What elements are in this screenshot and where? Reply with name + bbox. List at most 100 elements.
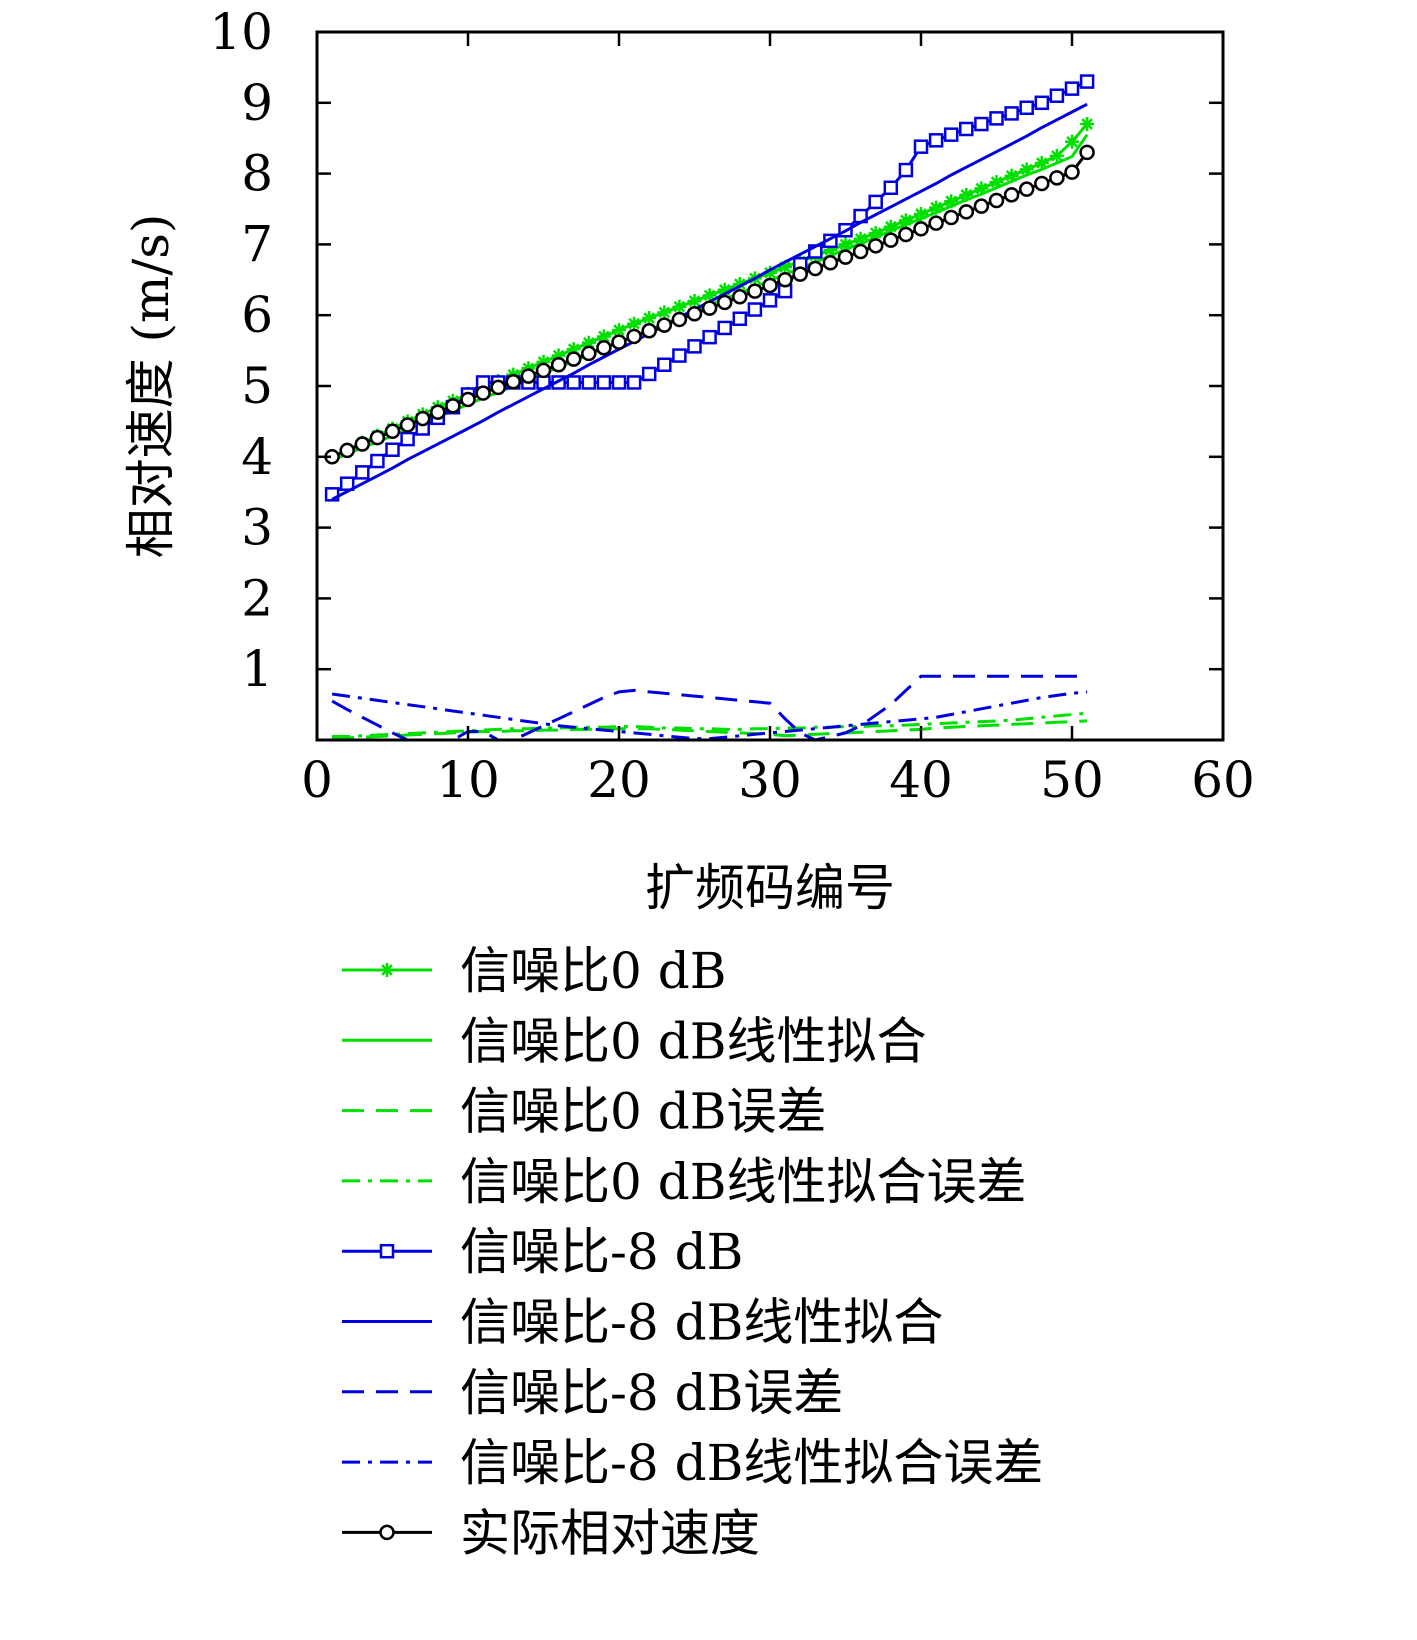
series-5-point bbox=[1034, 95, 1050, 111]
series-9-point bbox=[596, 340, 612, 356]
series-1-point bbox=[778, 260, 793, 275]
x-tick-label: 40 bbox=[889, 751, 953, 809]
series-1-point bbox=[1049, 148, 1064, 163]
series-5-point bbox=[566, 375, 581, 390]
series-3-line bbox=[332, 719, 1088, 740]
series-1-point bbox=[763, 265, 777, 280]
legend-label: 信噪比0 dB bbox=[460, 942, 726, 1000]
series-1-point bbox=[702, 288, 717, 303]
series-1-point bbox=[853, 231, 868, 246]
series-9-point bbox=[762, 277, 778, 294]
legend-entry: 信噪比-8 dB误差 bbox=[342, 1364, 843, 1422]
series-5-point bbox=[657, 357, 672, 373]
legend-marker bbox=[379, 1243, 395, 1259]
series-9-point bbox=[445, 398, 461, 414]
series-1-point bbox=[838, 237, 853, 252]
series-1-point bbox=[596, 329, 611, 344]
series-5-point bbox=[641, 366, 657, 382]
series-9-point bbox=[1018, 181, 1035, 197]
series-9-point bbox=[822, 255, 839, 271]
series-1-point bbox=[898, 213, 913, 228]
legend-label: 信噪比-8 dB误差 bbox=[460, 1364, 843, 1422]
series-5-line bbox=[331, 80, 1088, 496]
series-1-point bbox=[1080, 117, 1095, 132]
series-5-point bbox=[370, 453, 385, 469]
legend-label: 信噪比0 dB线性拟合误差 bbox=[460, 1153, 1026, 1211]
series-5-point bbox=[868, 194, 883, 210]
series-1-point bbox=[1004, 168, 1019, 183]
series-9-point bbox=[581, 345, 597, 362]
legend-entry: 信噪比-8 dB bbox=[342, 1223, 743, 1281]
series-9-point bbox=[611, 334, 627, 350]
series-9-point bbox=[671, 311, 688, 328]
x-tick-label: 60 bbox=[1191, 751, 1255, 809]
series-1-point bbox=[914, 206, 928, 221]
series-5-point bbox=[596, 375, 612, 390]
series-1-point bbox=[974, 181, 989, 196]
series-7 bbox=[331, 674, 1088, 740]
x-tick-label: 50 bbox=[1040, 751, 1104, 809]
y-tick-label: 5 bbox=[241, 357, 273, 415]
series-9-point bbox=[686, 306, 703, 322]
series-5-point bbox=[611, 375, 627, 390]
series-1-point bbox=[536, 354, 551, 369]
series-9-point bbox=[399, 417, 416, 433]
series-1-point bbox=[642, 311, 657, 326]
series-9-point bbox=[384, 423, 401, 440]
legend-entry: 信噪比0 dB线性拟合误差 bbox=[342, 1153, 1026, 1211]
series-9-point bbox=[928, 215, 944, 231]
series-7-line bbox=[331, 674, 1088, 740]
series-1-point bbox=[551, 348, 566, 363]
series-1-point bbox=[717, 282, 732, 297]
y-tick-label: 10 bbox=[209, 3, 273, 61]
series-5-point bbox=[762, 293, 778, 308]
y-tick-label: 1 bbox=[241, 640, 273, 698]
series-1-point bbox=[883, 219, 898, 234]
y-tick-label: 9 bbox=[241, 74, 273, 132]
series-9-point bbox=[550, 357, 567, 373]
series-1-point bbox=[687, 294, 702, 309]
y-tick-label: 7 bbox=[241, 215, 273, 273]
series-5-point bbox=[943, 127, 959, 142]
series-9-point bbox=[475, 385, 491, 401]
series-9-point bbox=[1003, 187, 1020, 203]
series-9-point bbox=[792, 266, 808, 282]
x-tick-label: 10 bbox=[436, 751, 500, 809]
series-9-point bbox=[505, 374, 522, 390]
series-5-point bbox=[959, 121, 974, 137]
series-1-point bbox=[657, 305, 672, 320]
series-5-point bbox=[626, 375, 642, 390]
series-5-point bbox=[989, 111, 1004, 126]
x-tick-label: 20 bbox=[587, 751, 651, 809]
series-9-point bbox=[837, 249, 854, 265]
series-9-point bbox=[656, 317, 673, 333]
series-1-point bbox=[627, 316, 642, 331]
series-9-point bbox=[988, 192, 1005, 209]
series-9-point bbox=[414, 410, 431, 427]
series-9-point bbox=[490, 379, 506, 396]
y-tick-label: 6 bbox=[241, 286, 273, 344]
series-1-point bbox=[1019, 162, 1034, 177]
series-1-point bbox=[868, 226, 883, 241]
legend-label: 信噪比-8 dB线性拟合 bbox=[460, 1294, 943, 1352]
series-5-point bbox=[385, 442, 400, 457]
x-axis-label: 扩频码编号 bbox=[645, 859, 895, 917]
series-9-point bbox=[747, 283, 763, 299]
x-tick-label: 0 bbox=[301, 751, 333, 809]
series-layer bbox=[324, 74, 1095, 740]
legend-label: 信噪比0 dB误差 bbox=[460, 1083, 826, 1141]
y-axis-label: 相对速度 (m/s) bbox=[122, 214, 180, 559]
series-1-point bbox=[581, 335, 596, 350]
legend-entry: 实际相对速度 bbox=[342, 1504, 760, 1562]
legend-marker bbox=[379, 1524, 395, 1541]
series-5-point bbox=[747, 302, 763, 317]
series-1-point bbox=[732, 277, 747, 292]
series-9-point bbox=[943, 209, 959, 226]
series-1-point bbox=[1034, 155, 1049, 170]
series-9-point bbox=[701, 300, 718, 316]
series-1-point bbox=[672, 299, 687, 314]
series-9-point bbox=[973, 198, 990, 214]
series-9-point bbox=[565, 351, 582, 367]
